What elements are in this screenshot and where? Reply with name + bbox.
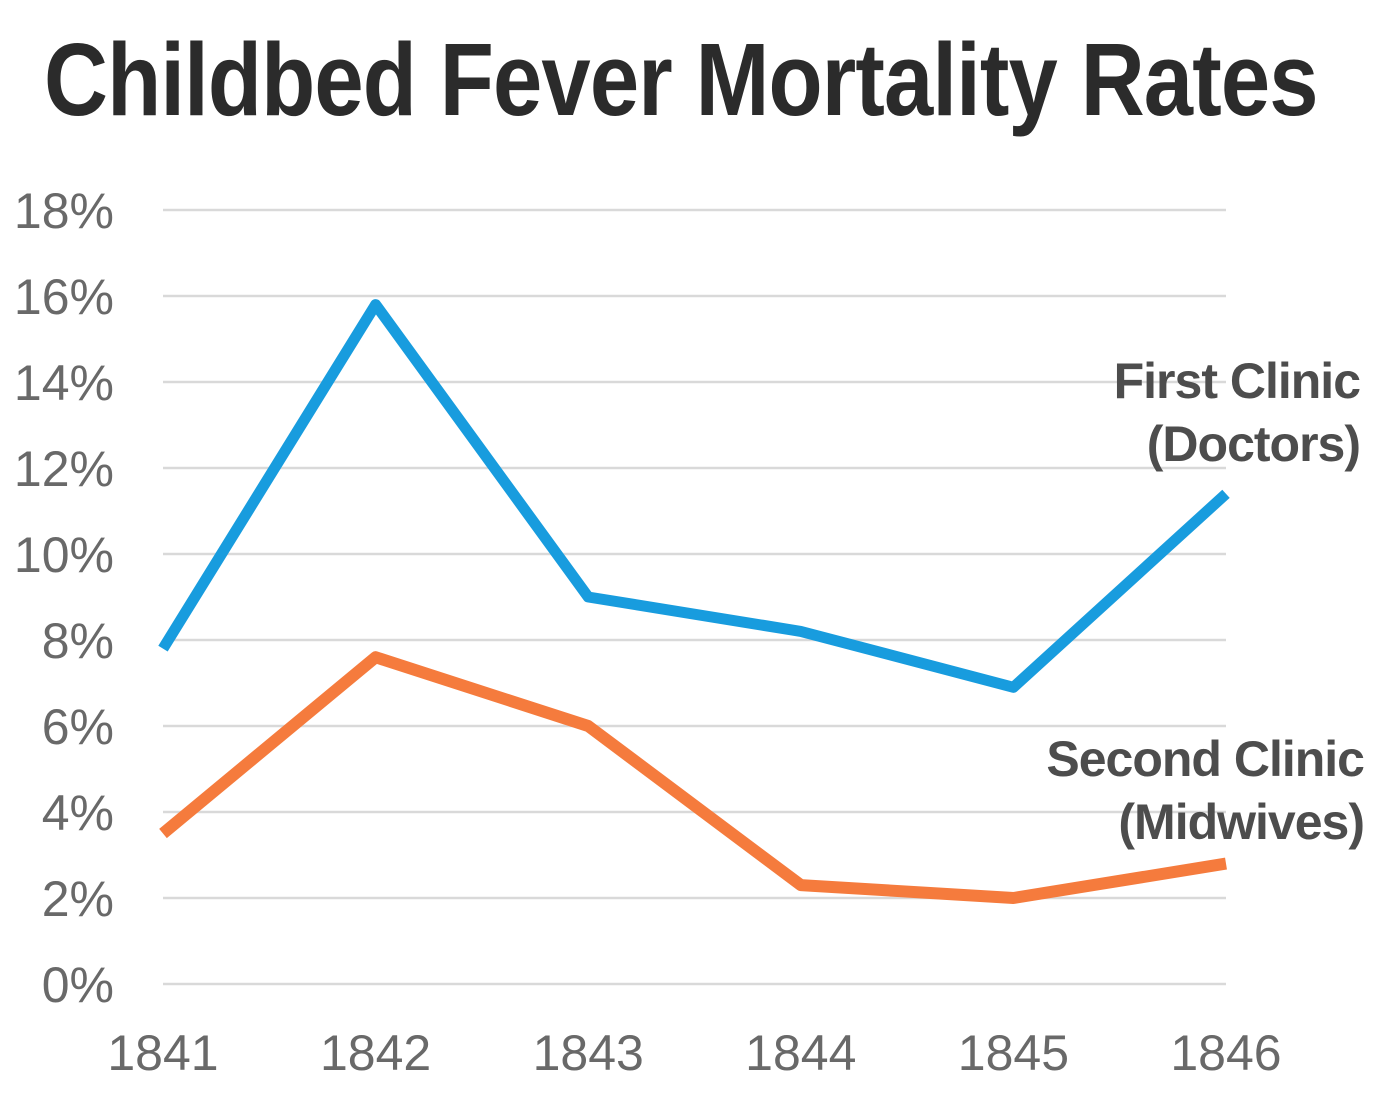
- x-tick-label: 1843: [533, 1025, 644, 1081]
- series-label-first-clinic-line1: First Clinic: [1113, 353, 1361, 409]
- y-tick-label: 8%: [42, 613, 114, 669]
- series-line-second-clinic: [159, 651, 1227, 904]
- series-label-first-clinic: First Clinic (Doctors): [1113, 350, 1361, 476]
- y-tick-label: 6%: [42, 699, 114, 755]
- y-tick-label: 10%: [14, 527, 114, 583]
- x-tick-label: 1842: [320, 1025, 431, 1081]
- chart-title: Childbed Fever Mortality Rates: [44, 22, 1319, 137]
- y-tick-label: 2%: [42, 871, 114, 927]
- x-tick-label: 1841: [107, 1025, 218, 1081]
- y-tick-label: 14%: [14, 355, 114, 411]
- y-tick-label: 4%: [42, 785, 114, 841]
- series-label-second-clinic: Second Clinic (Midwives): [1046, 728, 1365, 854]
- series-label-second-clinic-line1: Second Clinic: [1046, 731, 1365, 787]
- y-tick-label: 0%: [42, 957, 114, 1013]
- x-tick-label: 1844: [745, 1025, 856, 1081]
- series-label-first-clinic-line2: (Doctors): [1146, 416, 1361, 472]
- series-label-second-clinic-line2: (Midwives): [1118, 794, 1365, 850]
- x-tick-label: 1846: [1170, 1025, 1281, 1081]
- x-tick-label: 1845: [958, 1025, 1069, 1081]
- y-tick-label: 16%: [14, 269, 114, 325]
- y-tick-label: 18%: [14, 183, 114, 239]
- y-tick-label: 12%: [14, 441, 114, 497]
- series-line-first-clinic: [158, 299, 1230, 693]
